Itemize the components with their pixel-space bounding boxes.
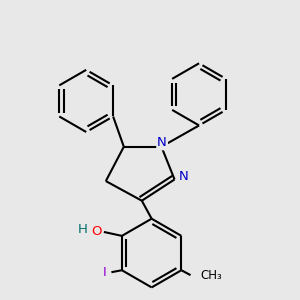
- Text: H: H: [78, 224, 88, 236]
- Text: N: N: [179, 170, 189, 183]
- Text: O: O: [92, 226, 102, 238]
- Text: N: N: [157, 136, 167, 149]
- Text: I: I: [102, 266, 106, 279]
- Text: CH₃: CH₃: [200, 269, 222, 282]
